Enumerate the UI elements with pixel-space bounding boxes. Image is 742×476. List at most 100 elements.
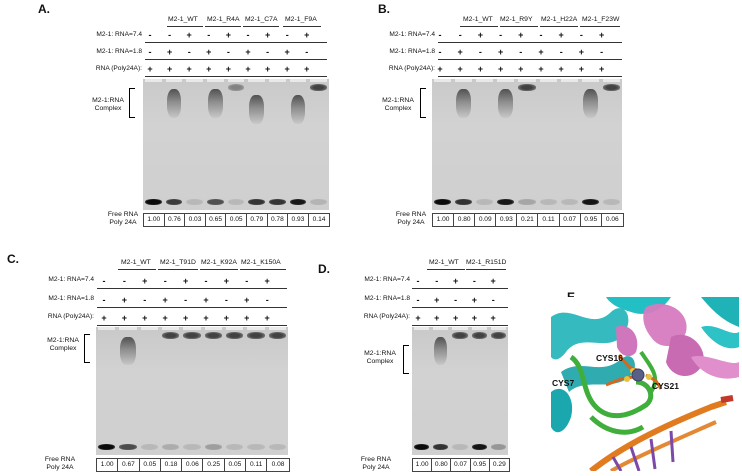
free-rna-band — [518, 199, 536, 205]
row-label: RNA (Poly24A): — [388, 65, 435, 72]
minus-symbol: - — [148, 30, 152, 40]
mutant-underline — [158, 269, 198, 270]
quant-cell: 0.29 — [492, 461, 506, 468]
complex-band — [208, 89, 223, 119]
free-rna-band — [433, 444, 449, 450]
residue-label: CYS7 — [552, 378, 575, 388]
row-label: M2-1: RNA=7.4 — [364, 276, 410, 283]
quant-cell: 0.11 — [538, 214, 560, 226]
plus-symbol: + — [437, 64, 443, 74]
gel-well — [471, 327, 487, 330]
gel-well — [268, 327, 286, 330]
row-label: M2-1: RNA=7.4 — [96, 31, 142, 38]
quant-cell: 0.07 — [451, 459, 471, 471]
panel-label-c: C. — [7, 252, 19, 266]
complex-band — [310, 84, 327, 92]
plus-symbol: + — [186, 64, 192, 74]
minus-symbol: - — [499, 30, 503, 40]
row-divider — [412, 325, 508, 326]
gel-well — [602, 79, 620, 82]
plus-symbol: + — [497, 64, 504, 74]
quant-cell: 0.05 — [226, 214, 247, 226]
minus-symbol: - — [454, 295, 458, 305]
plus-symbol: + — [166, 47, 173, 57]
free-rna-label: Free RNA Poly 24A — [395, 211, 427, 226]
minus-symbol: - — [266, 47, 270, 57]
minus-symbol: - — [416, 276, 420, 286]
mutant-label: M2-1_R151D — [466, 259, 507, 266]
quant-table: 1.00 0.80 0.09 0.93 0.21 0.11 0.07 0.95 0.06 — [432, 213, 624, 227]
plus-symbol: + — [284, 64, 290, 74]
gel-well — [140, 327, 158, 330]
minus-symbol: - — [148, 47, 152, 57]
quant-cell: 0.05 — [140, 459, 161, 471]
plus-symbol: + — [538, 47, 544, 57]
quant-table: 1.00 0.76 0.03 0.65 0.05 0.79 0.78 0.93 0.14 — [143, 213, 331, 227]
mutant-label: M2-1_K92A — [201, 259, 237, 266]
gel-image — [412, 327, 508, 455]
minus-symbol: - — [519, 47, 523, 57]
structure-svg — [551, 297, 739, 471]
plus-symbol: + — [203, 295, 209, 305]
mutant-label: M2-1_WT — [429, 259, 459, 266]
complex-band — [602, 84, 620, 92]
complex-band — [268, 332, 286, 340]
gel-well — [414, 327, 430, 330]
complex-label: M2-1:RNA Complex — [47, 337, 79, 352]
row-label: M2-1: RNA=1.8 — [48, 295, 94, 302]
plus-symbol: + — [434, 295, 440, 305]
plus-symbol: + — [477, 64, 484, 74]
minus-symbol: - — [163, 276, 167, 286]
minus-symbol: - — [416, 295, 420, 305]
gel-well — [98, 327, 116, 330]
free-rna-label: Free RNA Poly 24A — [107, 211, 139, 226]
minus-symbol: - — [472, 276, 476, 286]
quant-cell: 1.00 — [97, 459, 119, 471]
free-rna-band — [227, 199, 245, 205]
complex-band — [290, 94, 306, 124]
residue-label: CYS16 — [596, 353, 623, 363]
gel-image — [432, 79, 622, 210]
mutant-label: M2-1_C7A — [245, 16, 278, 23]
free-rna-band — [452, 444, 468, 450]
quant-cell: 0.25 — [203, 459, 225, 471]
free-rna-band — [490, 444, 506, 450]
minus-symbol: - — [102, 276, 106, 286]
row-divider — [97, 307, 287, 308]
plus-symbol: + — [142, 276, 148, 286]
quant-cell: 0.78 — [268, 214, 289, 226]
gel-well — [227, 79, 245, 82]
plus-symbol: + — [186, 30, 192, 40]
plus-symbol: + — [206, 47, 212, 57]
panel-label-a: A. — [38, 2, 50, 16]
plus-symbol: + — [182, 313, 189, 323]
plus-symbol: + — [206, 64, 212, 74]
minus-symbol: - — [246, 30, 250, 40]
gel-well — [226, 327, 244, 330]
plus-symbol: + — [415, 313, 421, 323]
quant-cell: 0.93 — [496, 214, 518, 226]
gel-well — [186, 79, 203, 82]
complex-band — [471, 332, 487, 340]
plus-symbol: + — [147, 64, 153, 74]
plus-symbol: + — [598, 64, 605, 74]
minus-symbol: - — [207, 30, 211, 40]
mutant-underline — [283, 26, 321, 27]
free-rna-band — [183, 444, 201, 450]
gel-well — [476, 79, 494, 82]
minus-symbol: - — [559, 47, 563, 57]
quant-cell: 0.65 — [206, 214, 227, 226]
plus-symbol: + — [225, 64, 232, 74]
free-rna-band — [455, 199, 473, 205]
plus-symbol: + — [223, 313, 230, 323]
plus-symbol: + — [101, 313, 107, 323]
minus-symbol: - — [305, 47, 309, 57]
complex-label: M2-1:RNA Complex — [382, 97, 414, 112]
plus-symbol: + — [578, 47, 585, 57]
free-rna-band — [140, 444, 158, 450]
plus-symbol: + — [244, 295, 250, 305]
minus-symbol: - — [438, 30, 442, 40]
row-divider — [97, 325, 287, 326]
row-label: RNA (Poly24A): — [95, 65, 142, 72]
gel-image — [96, 327, 288, 455]
